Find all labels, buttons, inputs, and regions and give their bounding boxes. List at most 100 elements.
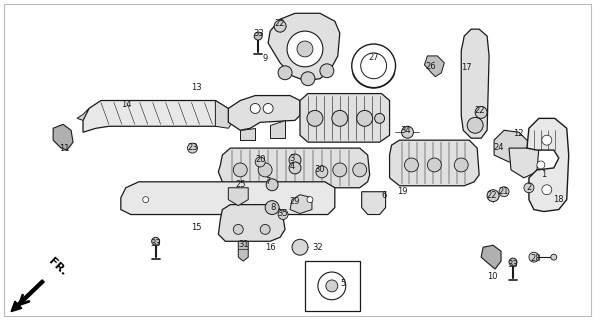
Polygon shape [290,195,312,213]
Polygon shape [527,118,569,212]
Circle shape [509,258,517,266]
Circle shape [254,32,262,40]
Circle shape [361,53,387,79]
Circle shape [263,103,273,113]
Circle shape [152,237,159,245]
Text: 15: 15 [191,223,202,232]
Circle shape [529,252,539,262]
Circle shape [307,110,323,126]
Text: 20: 20 [255,156,265,164]
Circle shape [326,280,338,292]
Text: FR.: FR. [46,256,68,277]
Text: 5: 5 [340,279,346,288]
Circle shape [352,44,396,88]
Text: 33: 33 [508,260,518,268]
Polygon shape [240,128,255,140]
Circle shape [475,107,487,118]
Text: 24: 24 [494,143,505,152]
Circle shape [258,163,272,177]
Polygon shape [218,204,285,241]
Polygon shape [228,96,300,130]
Text: 29: 29 [290,197,300,206]
Circle shape [542,135,552,145]
Text: 33: 33 [151,239,161,248]
Circle shape [487,190,499,202]
Circle shape [289,162,301,174]
Polygon shape [121,182,335,214]
Circle shape [233,224,243,234]
Circle shape [260,224,270,234]
Circle shape [320,64,334,78]
Circle shape [405,158,418,172]
Circle shape [278,210,288,220]
Text: 27: 27 [368,53,379,62]
Circle shape [551,254,557,260]
Polygon shape [509,148,539,178]
Text: 32: 32 [312,243,323,252]
Polygon shape [270,120,285,138]
Polygon shape [424,56,444,77]
Circle shape [318,272,346,300]
Circle shape [265,201,279,214]
Text: 3: 3 [289,154,295,163]
Text: 10: 10 [487,272,497,282]
Circle shape [499,187,509,197]
Polygon shape [494,130,529,162]
Polygon shape [83,100,228,132]
Circle shape [542,185,552,195]
Circle shape [375,113,384,123]
Circle shape [292,239,308,255]
Text: 17: 17 [461,63,471,72]
Polygon shape [300,93,390,142]
Circle shape [427,158,441,172]
Bar [305,261,360,311]
Polygon shape [238,241,248,261]
Circle shape [274,20,286,32]
Text: 25: 25 [235,180,246,189]
Polygon shape [481,245,501,269]
Text: 33: 33 [253,28,264,38]
Polygon shape [390,140,479,186]
Polygon shape [215,100,235,128]
Circle shape [316,166,328,178]
Text: 4: 4 [289,163,295,172]
Text: 14: 14 [121,100,132,109]
Circle shape [297,41,313,57]
Text: 11: 11 [59,144,70,153]
Text: 22: 22 [487,191,497,200]
Polygon shape [461,29,489,138]
Text: 22: 22 [474,106,484,115]
Polygon shape [53,124,73,150]
Circle shape [278,66,292,80]
Circle shape [332,110,347,126]
Text: 35: 35 [278,209,289,218]
Polygon shape [268,13,340,81]
Polygon shape [77,108,89,120]
Text: 2: 2 [527,183,531,192]
Text: 22: 22 [275,19,286,28]
Text: 9: 9 [262,54,268,63]
Bar [467,61,481,110]
Circle shape [454,158,468,172]
Polygon shape [228,188,248,206]
Circle shape [233,163,248,177]
Circle shape [143,197,149,203]
Circle shape [357,110,372,126]
Circle shape [289,154,301,166]
Text: 7: 7 [265,177,271,186]
Circle shape [524,183,534,193]
Circle shape [537,161,545,169]
Circle shape [255,157,265,167]
Circle shape [301,72,315,86]
Polygon shape [362,192,386,214]
Circle shape [402,126,414,138]
Text: 13: 13 [191,83,202,92]
Circle shape [287,31,323,67]
Circle shape [307,197,313,203]
Text: 12: 12 [513,129,523,138]
Circle shape [266,179,278,191]
Text: 6: 6 [381,191,386,200]
FancyArrow shape [11,280,44,312]
Text: 23: 23 [187,143,198,152]
Text: 21: 21 [499,187,509,196]
